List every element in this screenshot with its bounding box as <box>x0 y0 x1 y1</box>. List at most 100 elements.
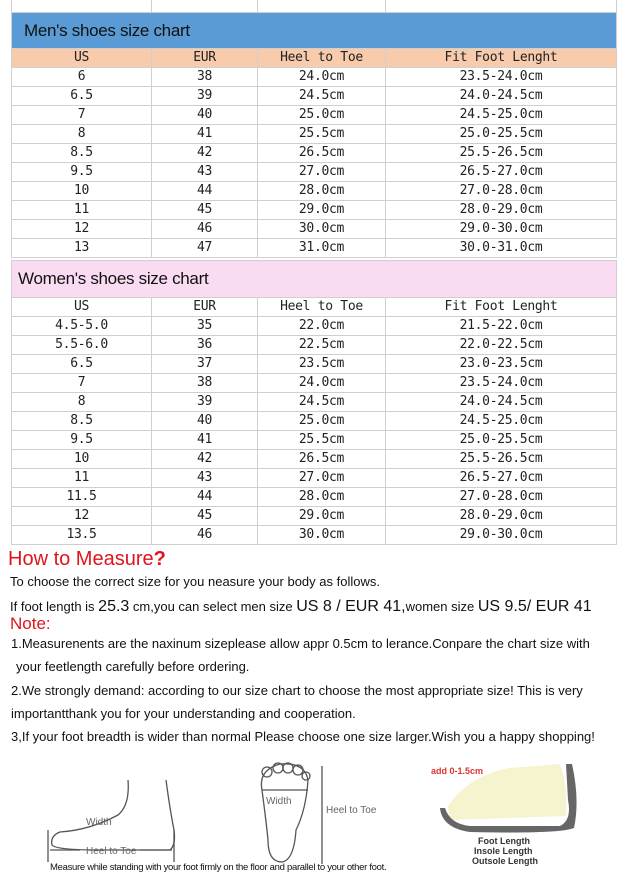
table-cell: 11 <box>11 200 152 220</box>
table-cell: 4.5-5.0 <box>11 316 152 336</box>
table-cell: 30.0cm <box>257 219 386 239</box>
table-cell: 29.0-30.0cm <box>385 219 617 239</box>
shoe-section-icon <box>440 764 577 833</box>
table-cell: 25.0-25.5cm <box>385 430 617 450</box>
table-cell: 29.0cm <box>257 200 386 220</box>
column-header: US <box>11 297 152 317</box>
table-cell: 44 <box>151 181 258 201</box>
table-cell: 6.5 <box>11 354 152 374</box>
table-cell: 25.5-26.5cm <box>385 143 617 163</box>
table-cell: 26.5cm <box>257 143 386 163</box>
table-row: 6.5 37 23.5cm 23.0-23.5cm <box>11 354 617 374</box>
table-row: 6 38 24.0cm 23.5-24.0cm <box>11 67 617 87</box>
table-cell: 9.5 <box>11 430 152 450</box>
table-row: 12 46 30.0cm 29.0-30.0cm <box>11 219 617 239</box>
table-cell: 28.0-29.0cm <box>385 506 617 526</box>
table-cell: 24.0-24.5cm <box>385 392 617 412</box>
table-cell: 28.0cm <box>257 181 386 201</box>
table-cell: 23.5cm <box>257 354 386 374</box>
table-cell: 23.5-24.0cm <box>385 373 617 393</box>
svg-text:Heel to Toe: Heel to Toe <box>326 805 377 816</box>
table-cell: 45 <box>151 200 258 220</box>
column-header: Fit Foot Lenght <box>385 48 617 68</box>
table-cell: 41 <box>151 124 258 144</box>
table-cell: 43 <box>151 162 258 182</box>
side-foot-icon <box>47 779 176 862</box>
measure-intro: To choose the correct size for you neasu… <box>10 574 380 589</box>
column-header: EUR <box>151 297 258 317</box>
table-cell: 23.5-24.0cm <box>385 67 617 87</box>
insole-length-label: Insole Length <box>474 846 533 856</box>
table-row: 11 45 29.0cm 28.0-29.0cm <box>11 200 617 220</box>
table-row: 7 38 24.0cm 23.5-24.0cm <box>11 373 617 393</box>
column-header: Heel to Toe <box>257 297 386 317</box>
table-cell: 47 <box>151 238 258 258</box>
table-cell: 5.5-6.0 <box>11 335 152 355</box>
foot-measure-diagram: Width Heel to Toe Width Heel to Toe add … <box>47 762 577 866</box>
table-cell: 12 <box>11 219 152 239</box>
table-cell: 24.0cm <box>257 373 386 393</box>
table-cell: 46 <box>151 525 258 545</box>
table-cell: 35 <box>151 316 258 336</box>
note-title: Note: <box>10 614 51 633</box>
table-cell: 6.5 <box>11 86 152 106</box>
table-row: 8 39 24.5cm 24.0-24.5cm <box>11 392 617 412</box>
table-cell: 27.0cm <box>257 468 386 488</box>
table-cell: 24.5cm <box>257 86 386 106</box>
table-cell: 13.5 <box>11 525 152 545</box>
table-row: 4.5-5.0 35 22.0cm 21.5-22.0cm <box>11 316 617 336</box>
note-line-1: 1.Measurenents are the naxinum sizepleas… <box>11 636 590 651</box>
table-cell: 41 <box>151 430 258 450</box>
table-cell: 21.5-22.0cm <box>385 316 617 336</box>
table-row: 8.5 42 26.5cm 25.5-26.5cm <box>11 143 617 163</box>
table-cell: 11.5 <box>11 487 152 507</box>
table-cell: 28.0cm <box>257 487 386 507</box>
svg-text:Width: Width <box>86 817 112 828</box>
table-cell: 25.0cm <box>257 411 386 431</box>
table-cell: 13 <box>11 238 152 258</box>
table-cell: 9.5 <box>11 162 152 182</box>
outsole-length-label: Outsole Length <box>472 856 538 866</box>
measure-example: If foot length is 25.3 cm,you can select… <box>10 598 592 615</box>
table-cell: 12 <box>11 506 152 526</box>
men-size-table: Men's shoes size chart US EUR Heel to Toe F… <box>11 0 617 258</box>
svg-text:Width: Width <box>266 796 292 807</box>
table-cell: 31.0cm <box>257 238 386 258</box>
top-foot-icon <box>260 762 323 864</box>
table-row: 13 47 31.0cm 30.0-31.0cm <box>11 238 617 258</box>
svg-text:add 0-1.5cm: add 0-1.5cm <box>431 766 483 776</box>
table-cell: 24.0-24.5cm <box>385 86 617 106</box>
table-row: 10 42 26.5cm 25.5-26.5cm <box>11 449 617 469</box>
table-cell: 7 <box>11 373 152 393</box>
men-chart-title: Men's shoes size chart <box>11 12 617 49</box>
table-cell: 27.0-28.0cm <box>385 487 617 507</box>
table-cell: 26.5-27.0cm <box>385 162 617 182</box>
table-cell: 24.5cm <box>257 392 386 412</box>
table-cell: 23.0-23.5cm <box>385 354 617 374</box>
table-row: 10 44 28.0cm 27.0-28.0cm <box>11 181 617 201</box>
table-cell: 27.0cm <box>257 162 386 182</box>
table-cell: 38 <box>151 373 258 393</box>
column-header: EUR <box>151 48 258 68</box>
table-row: 7 40 25.0cm 24.5-25.0cm <box>11 105 617 125</box>
table-cell: 29.0cm <box>257 506 386 526</box>
table-cell: 45 <box>151 506 258 526</box>
women-chart-title: Women's shoes size chart <box>11 260 617 298</box>
table-cell: 37 <box>151 354 258 374</box>
table-cell: 29.0-30.0cm <box>385 525 617 545</box>
table-cell: 42 <box>151 449 258 469</box>
column-header: Heel to Toe <box>257 48 386 68</box>
table-row: 13.5 46 30.0cm 29.0-30.0cm <box>11 525 617 545</box>
table-cell: 22.0-22.5cm <box>385 335 617 355</box>
note-line-4: importantthank you for your understandin… <box>11 706 356 721</box>
table-cell: 30.0cm <box>257 525 386 545</box>
table-cell: 39 <box>151 86 258 106</box>
table-cell: 24.5-25.0cm <box>385 105 617 125</box>
table-cell: 8.5 <box>11 411 152 431</box>
table-row: 9.5 41 25.5cm 25.0-25.5cm <box>11 430 617 450</box>
table-cell: 26.5cm <box>257 449 386 469</box>
note-line-2: your feetlength carefully before orderin… <box>16 659 250 674</box>
table-cell: 27.0-28.0cm <box>385 181 617 201</box>
table-cell: 10 <box>11 449 152 469</box>
table-cell: 22.0cm <box>257 316 386 336</box>
